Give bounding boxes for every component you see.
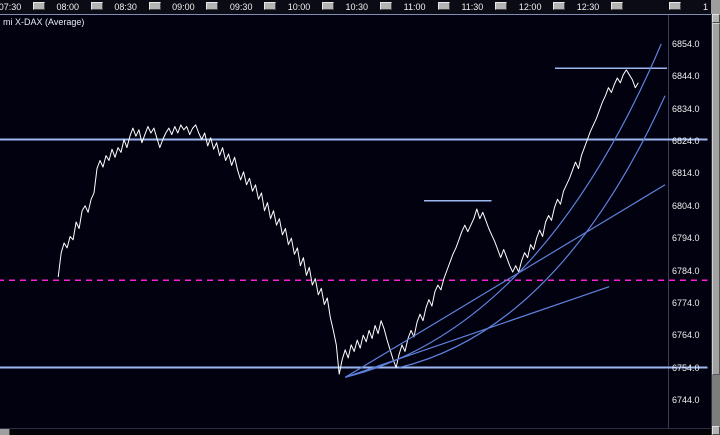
time-axis-tick-box <box>610 2 623 10</box>
time-label: 08:00 <box>56 2 80 12</box>
time-axis-tick-box <box>264 2 277 10</box>
time-axis-tick-box <box>148 2 161 10</box>
price-label: 6814.0 <box>672 168 700 179</box>
time-label-partial: 1 <box>703 2 709 12</box>
price-label: 6754.0 <box>672 362 700 373</box>
price-label: 6764.0 <box>672 330 700 341</box>
horizontal-scrollbar-button[interactable] <box>0 429 10 435</box>
time-axis: 1 07:30 08:00 08:30 09:00 09:30 10:00 10:30 11:… <box>0 0 720 15</box>
time-label: 08:30 <box>114 2 137 12</box>
price-label: 6824.0 <box>672 136 700 147</box>
price-label: 6844.0 <box>672 71 700 82</box>
price-label: 6804.0 <box>672 200 700 211</box>
time-label: 07:30 <box>0 2 22 12</box>
time-axis-tick-box <box>668 2 681 10</box>
time-label: 10:00 <box>287 2 311 12</box>
price-label: 6774.0 <box>672 297 700 308</box>
scrollbar-down-button[interactable] <box>712 426 720 435</box>
scrollbar-up-button[interactable] <box>712 14 720 23</box>
plot-area[interactable]: mi X-DAX (Average) <box>0 15 711 428</box>
time-axis-tick-box <box>379 2 392 10</box>
time-axis-tick-box <box>495 2 508 10</box>
time-axis-tick-box <box>553 2 566 10</box>
time-label: 12:30 <box>576 2 600 12</box>
price-chart-svg[interactable] <box>0 15 711 428</box>
time-label: 12:00 <box>518 2 542 12</box>
time-label: 09:30 <box>229 2 253 12</box>
time-axis-tick-box <box>206 2 219 10</box>
time-label: 11:30 <box>461 2 484 12</box>
time-label: 09:00 <box>172 2 195 12</box>
time-label: 11:00 <box>403 2 426 12</box>
price-label: 6854.0 <box>672 39 700 49</box>
time-axis-tick-box <box>437 2 450 10</box>
price-label: 6744.0 <box>672 394 700 405</box>
time-label: 10:30 <box>345 2 369 12</box>
vertical-scrollbar[interactable] <box>711 14 720 435</box>
scrollbar-corner <box>711 0 720 14</box>
price-label: 6834.0 <box>672 103 700 114</box>
scrollbar-thumb[interactable] <box>712 23 720 375</box>
time-axis-tick-box <box>32 2 45 10</box>
price-label: 6794.0 <box>672 233 700 244</box>
time-axis-tick-box <box>90 2 103 10</box>
price-label: 6784.0 <box>672 265 700 276</box>
price-axis[interactable]: 6854.0 6844.0 6834.0 6824.0 6814.0 6804.0 6794… <box>668 15 711 428</box>
time-axis-tick-box <box>321 2 334 10</box>
horizontal-scrollbar[interactable] <box>0 428 711 435</box>
chart-title: mi X-DAX (Average) <box>3 17 85 27</box>
